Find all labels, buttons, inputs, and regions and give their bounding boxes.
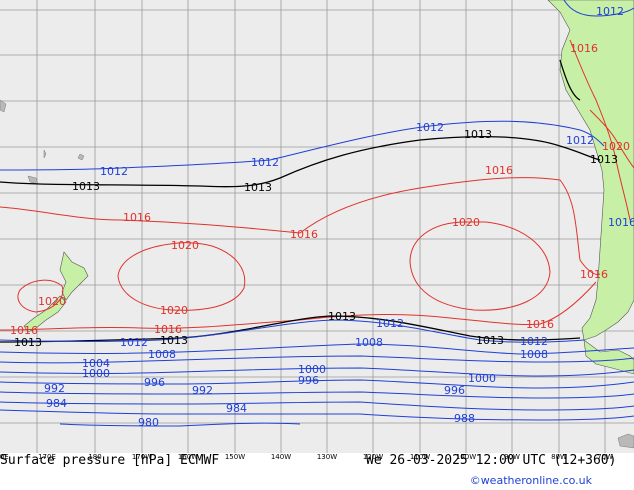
lon-label: 80W — [551, 453, 567, 461]
isobar-1013-north — [0, 136, 601, 188]
isobar-1016-coast — [569, 39, 631, 221]
lon-label: 70W — [597, 453, 613, 461]
isobar-label: 1013 — [590, 153, 618, 166]
isobar-label: 1016 — [290, 228, 318, 241]
isobar-988 — [0, 401, 634, 411]
isobar-label: 1008 — [520, 348, 548, 361]
isobar-1020-nz — [17, 279, 64, 313]
isobar-label: 1000 — [82, 367, 110, 380]
isobar-label: 1013 — [464, 128, 492, 141]
lon-label: 120W — [362, 453, 384, 461]
isobar-980 — [59, 422, 301, 427]
isobar-label: 1000 — [298, 363, 326, 376]
isobar-label: 1020 — [171, 239, 199, 252]
isobar-1008 — [0, 343, 634, 355]
lat-lon-grid — [0, 0, 634, 453]
isobar-label: 1016 — [10, 324, 38, 337]
isobar-label: 980 — [138, 416, 159, 429]
isobar-labels: 1016 1016 1016 1016 1016 1016 1016 1016 … — [10, 5, 634, 429]
lon-label: 160W — [177, 453, 199, 461]
longitude-labels: 60E 170E 180 170W 160W 150W 140W 130W 12… — [0, 453, 634, 463]
isobar-1004 — [0, 355, 634, 364]
isobar-label: 1013 — [72, 180, 100, 193]
new-zealand-north — [59, 251, 89, 301]
isobar-label: 1020 — [452, 216, 480, 229]
isobar-label: 1013 — [14, 336, 42, 349]
isobar-label: 992 — [44, 382, 65, 395]
map-footer: 60E 170E 180 170W 160W 150W 140W 130W 12… — [0, 453, 634, 490]
isobar-label: 1020 — [602, 140, 630, 153]
isobar-992 — [0, 391, 634, 399]
isobar-label: 1020 — [160, 304, 188, 317]
isobar-label: 1008 — [355, 336, 383, 349]
lon-label: 90W — [504, 453, 520, 461]
credit-link[interactable]: ©weatheronline.co.uk — [469, 474, 592, 487]
isobar-1020-west — [117, 242, 246, 311]
isobar-label: 992 — [192, 384, 213, 397]
isobar-label: 1016 — [123, 211, 151, 224]
isobar-label: 1012 — [416, 121, 444, 134]
isobar-label: 988 — [454, 412, 475, 425]
isobar-label: 1012 — [520, 335, 548, 348]
lon-label: 150W — [224, 453, 246, 461]
isobar-label: 1013 — [160, 334, 188, 347]
isobar-1013-coast — [559, 59, 581, 101]
isobar-1012-coast — [563, 0, 634, 17]
isobar-label: 984 — [46, 397, 67, 410]
isobar-label: 1013 — [244, 181, 272, 194]
lon-label: 130W — [316, 453, 338, 461]
isobar-label: 1016 — [485, 164, 513, 177]
isobar-label: 1008 — [148, 348, 176, 361]
isobar-label: 1012 — [100, 165, 128, 178]
isobar-1012-north — [0, 120, 605, 171]
isobar-1013-south — [0, 315, 581, 343]
isobar-label: 1013 — [328, 310, 356, 323]
isobar-label: 1016 — [580, 268, 608, 281]
isobar-label: 1013 — [476, 334, 504, 347]
isobar-label: 1016 — [570, 42, 598, 55]
isobar-1016-north — [0, 177, 601, 275]
lon-label: 110W — [409, 453, 431, 461]
patagonia-islands — [583, 339, 634, 375]
lon-label: 170W — [131, 453, 153, 461]
isobar-label: 1020 — [38, 295, 66, 308]
lon-label: 60E — [0, 453, 9, 461]
lon-label: 140W — [270, 453, 292, 461]
isobar-label: 1012 — [376, 317, 404, 330]
lon-label: 170E — [38, 453, 56, 461]
lon-label: 100W — [455, 453, 477, 461]
falkland-area — [617, 433, 634, 449]
isobar-label: 1016 — [526, 318, 554, 331]
lon-label: 180 — [88, 453, 102, 461]
isobar-label: 996 — [298, 374, 319, 387]
isobar-label: 984 — [226, 402, 247, 415]
isobar-label: 996 — [444, 384, 465, 397]
isobar-1000 — [0, 367, 634, 377]
isobar-1020-east — [409, 221, 551, 311]
isobar-label: 1016 — [608, 216, 634, 229]
isobar-label: 1012 — [596, 5, 624, 18]
ocean-background — [0, 0, 634, 453]
isobar-label: 1012 — [566, 134, 594, 147]
isobar-label: 1012 — [120, 336, 148, 349]
pressure-map: 1016 1016 1016 1016 1016 1016 1016 1016 … — [0, 0, 634, 453]
isobar-1020-coast — [589, 109, 634, 169]
isobar-996 — [0, 379, 634, 389]
isobar-1012-south — [0, 319, 585, 343]
isobar-984 — [0, 409, 634, 421]
isobar-label: 1004 — [82, 357, 110, 370]
map-title: Surface pressure [hPa] ECMWF — [0, 453, 220, 468]
isobar-label: 1016 — [154, 323, 182, 336]
isobar-label: 1000 — [468, 372, 496, 385]
isobar-label: 1012 — [251, 156, 279, 169]
forecast-datetime: We 26-03-2025 12:00 UTC (12+360) — [366, 453, 617, 468]
isobar-label: 996 — [144, 376, 165, 389]
